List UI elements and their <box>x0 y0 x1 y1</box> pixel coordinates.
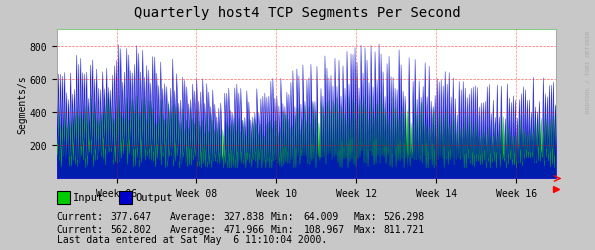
Text: Min:: Min: <box>271 224 294 234</box>
Text: 108.967: 108.967 <box>303 224 345 234</box>
Text: RRDTOOL / TOBI OETIKER: RRDTOOL / TOBI OETIKER <box>586 30 591 112</box>
Text: Average:: Average: <box>170 224 217 234</box>
Text: 811.721: 811.721 <box>384 224 425 234</box>
Text: 471.966: 471.966 <box>223 224 264 234</box>
Text: Last data entered at Sat May  6 11:10:04 2000.: Last data entered at Sat May 6 11:10:04 … <box>57 234 327 244</box>
Y-axis label: Segments/s: Segments/s <box>18 75 28 134</box>
Text: Output: Output <box>136 192 173 202</box>
Text: 327.838: 327.838 <box>223 211 264 221</box>
Text: 562.802: 562.802 <box>110 224 151 234</box>
Text: Average:: Average: <box>170 211 217 221</box>
Text: Max:: Max: <box>354 224 377 234</box>
Text: 64.009: 64.009 <box>303 211 339 221</box>
Text: Input: Input <box>73 192 105 202</box>
Text: Min:: Min: <box>271 211 294 221</box>
Text: 377.647: 377.647 <box>110 211 151 221</box>
Text: 526.298: 526.298 <box>384 211 425 221</box>
Text: Current:: Current: <box>57 224 104 234</box>
Text: Quarterly host4 TCP Segments Per Second: Quarterly host4 TCP Segments Per Second <box>134 6 461 20</box>
Text: Max:: Max: <box>354 211 377 221</box>
Text: Current:: Current: <box>57 211 104 221</box>
